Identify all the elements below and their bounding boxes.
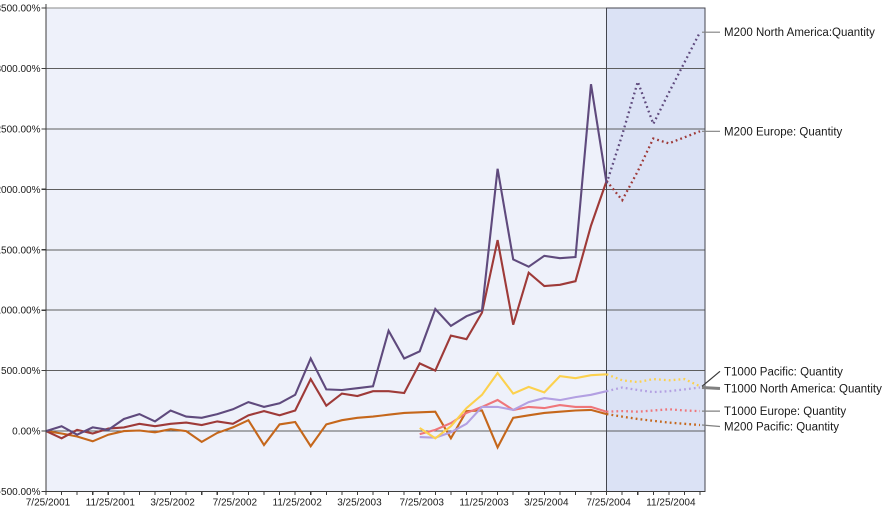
series-forecast-line-m200-europe (605, 130, 701, 203)
x-tick-label: 11/25/2002 (273, 498, 323, 509)
x-tick-label: 11/25/2004 (646, 498, 696, 509)
callout-leader-t1000-north-america (701, 386, 721, 391)
y-tick-label: 2500.00% (0, 124, 41, 135)
y-tick-label: 500.00% (1, 366, 41, 377)
x-tick-label: 7/25/2003 (399, 498, 444, 509)
series-forecast-line-t1000-pacific (606, 373, 701, 388)
callout-leader-m200-pacific (701, 424, 721, 428)
series-line-t1000-north-america (419, 390, 607, 439)
y-tick-label: 2000.00% (0, 185, 41, 196)
x-tick-label: 7/25/2001 (26, 498, 71, 509)
callout-leader-t1000-pacific (701, 370, 721, 387)
series-forecast-line-t1000-europe (606, 408, 701, 413)
x-tick-label: 11/25/2003 (459, 498, 509, 509)
y-tick-label: 1500.00% (0, 245, 41, 256)
y-tick-label: 3000.00% (0, 64, 41, 75)
callout-label-m200-europe: M200 Europe: Quantity (724, 126, 843, 138)
series-forecast-line-m200-pacific (606, 412, 701, 427)
callout-label-m200-north-america: M200 North America:Quantity (724, 27, 875, 39)
series-line-m200-europe (45, 180, 608, 440)
x-tick-label: 11/25/2001 (86, 498, 136, 509)
x-tick-label: 3/25/2003 (337, 498, 382, 509)
x-tick-label: 3/25/2004 (524, 498, 569, 509)
x-tick-label: 7/25/2004 (586, 498, 631, 509)
callout-label-t1000-north-america: T1000 North America: Quantity (724, 384, 882, 396)
series-line-m200-pacific (45, 408, 607, 450)
callout-label-t1000-europe: T1000 Europe: Quantity (724, 406, 846, 418)
x-tick-label: 7/25/2002 (213, 498, 258, 509)
y-tick-label: -500.00% (0, 487, 41, 498)
callout-label-t1000-pacific: T1000 Pacific: Quantity (724, 366, 843, 378)
callout-label-m200-pacific: M200 Pacific: Quantity (724, 422, 839, 434)
series-line-t1000-pacific (419, 371, 607, 440)
y-tick-label: 1000.00% (0, 306, 41, 317)
series-line-m200-north-america (45, 84, 608, 436)
y-tick-label: 0.00% (12, 427, 40, 438)
y-tick-label: 3500.00% (0, 4, 41, 15)
x-tick-label: 3/25/2002 (150, 498, 195, 509)
series-forecast-line-t1000-north-america (606, 386, 701, 394)
